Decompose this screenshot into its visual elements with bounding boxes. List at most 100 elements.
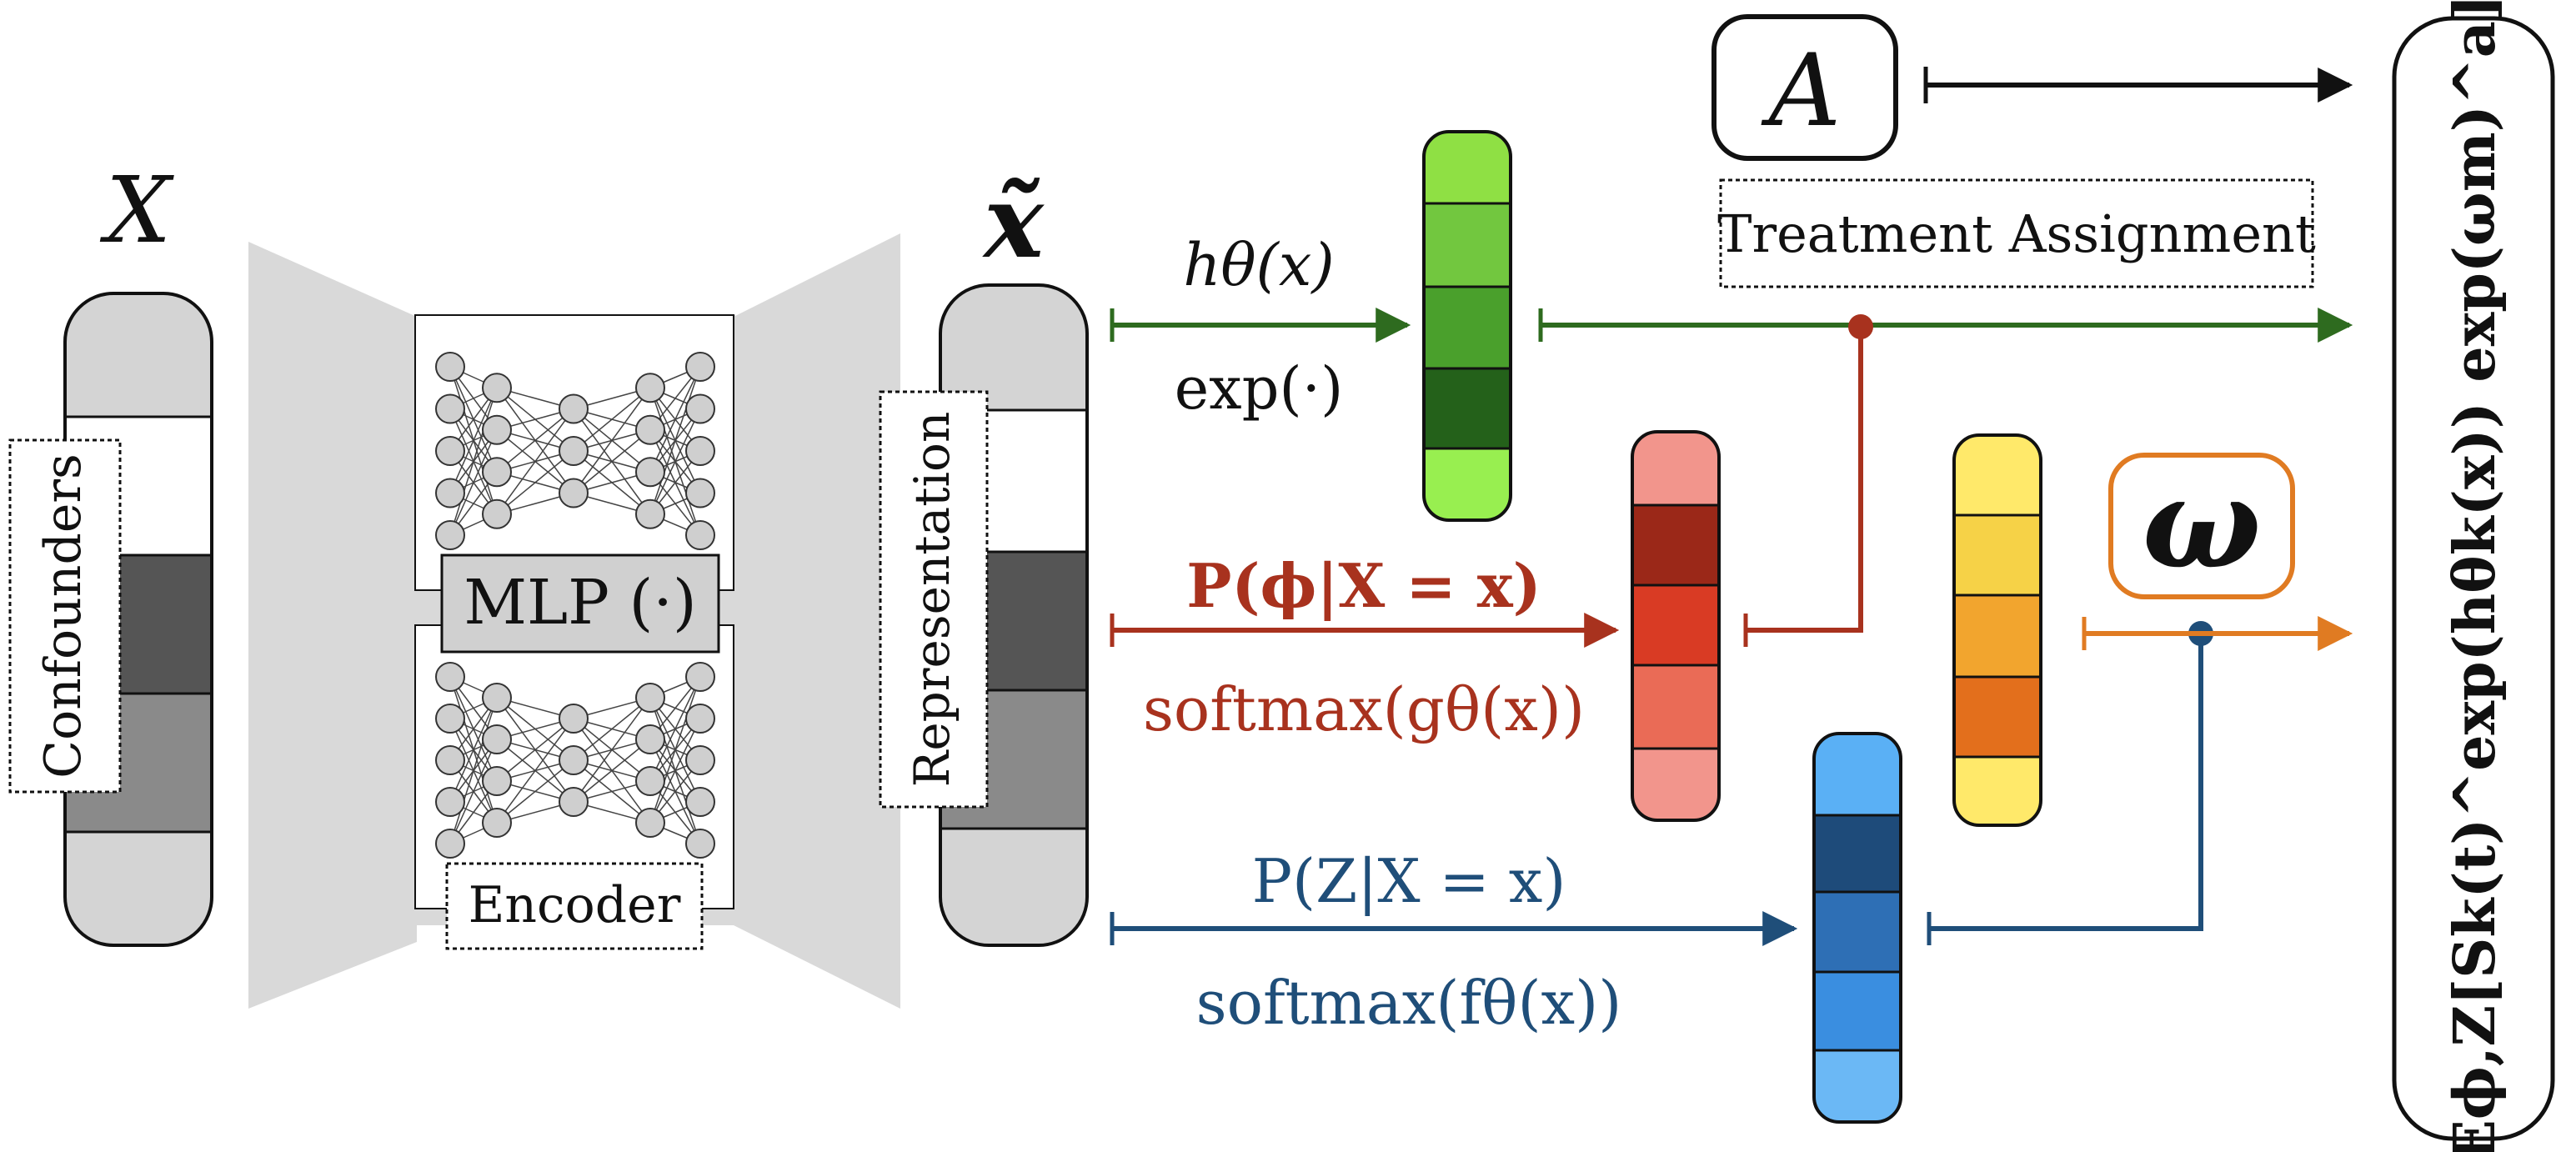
network-node [685,704,715,734]
network-node [435,829,465,859]
omega-symbol: ω [2142,450,2262,597]
network-node [482,808,512,838]
network-node [435,704,465,734]
network-edge [496,408,574,473]
network-node [482,414,512,445]
network-node [685,520,715,550]
output-expression: Eϕ,Z[Sk(t)^exp(hθk(x)) exp(ωm)^a] [2442,0,2508,1152]
network-edge [649,366,701,473]
encoder-label: Encoder [469,876,681,934]
network-edge [496,759,574,824]
confounders-label-box: Confounders [8,438,122,794]
phi-junction [1848,314,1873,339]
representation-symbol: x̃ [981,163,1045,281]
treatment-label: Treatment Assignment [1717,203,2316,264]
network-node [559,745,589,775]
phi-label-top: P(ϕ|X = x) [1186,550,1541,621]
network-node [482,724,512,754]
treatment-label-box: Treatment Assignment [1717,178,2316,288]
network-edge [573,387,651,493]
network-node [482,373,512,403]
network-edge [496,450,574,515]
network-node [635,498,665,529]
network-node [435,478,465,508]
mixture-vector [1952,433,2042,827]
network-edge [573,697,651,803]
phi-arrow-out [1746,327,1863,633]
network-edge [449,697,498,844]
network-edge [649,718,701,824]
network-node [482,683,512,713]
network-node [635,414,665,445]
network-edge [649,676,701,824]
network-node [435,520,465,550]
hazard-label-bottom: exp(·) [1175,354,1344,423]
network-edge [496,718,574,824]
network-node [435,393,465,424]
treatment-box: A [1711,14,1898,161]
network-node [635,457,665,488]
mlp-network-top [414,314,734,591]
network-edge [649,366,701,514]
mlp-network-bottom [414,624,734,909]
mlp-label: MLP (·) [464,567,697,639]
network-edge [573,387,651,452]
network-node [685,393,715,424]
representation-label-box: Representation [879,390,989,809]
network-edge [573,739,651,803]
mlp-label-box: MLP (·) [440,553,720,654]
input-symbol: X [99,157,174,263]
network-node [635,766,665,796]
network-node [559,478,589,508]
network-node [559,436,589,466]
network-edge [449,697,498,803]
confounders-label: Confounders [34,453,93,779]
z-arrow-out [1929,634,2203,931]
z-label-bottom: softmax(fθ(x)) [1196,968,1622,1038]
output-box: Eϕ,Z[Sk(t)^exp(hθk(x)) exp(ωm)^a] [2392,0,2555,1152]
representation-label: Representation [904,412,960,788]
network-node [685,352,715,382]
network-edge [649,408,701,515]
network-node [635,808,665,838]
network-node [685,745,715,775]
hazard-label-top: hθ(x) [1183,231,1334,299]
network-node [685,478,715,508]
network-node [685,436,715,466]
network-edge [649,676,701,782]
network-node [435,436,465,466]
network-node [435,787,465,817]
network-node [482,766,512,796]
network-node [685,662,715,692]
network-edge [573,429,651,494]
treatment-symbol: A [1761,33,1842,149]
network-node [482,457,512,488]
network-node [435,745,465,775]
phi-vector [1631,430,1721,822]
network-edge [449,429,498,536]
network-node [559,393,589,424]
phi-label-bottom: softmax(gθ(x)) [1143,674,1585,744]
network-edge [449,387,498,493]
network-node [685,829,715,859]
network-edge [449,739,498,844]
network-node [559,787,589,817]
network-edge [496,718,574,782]
network-node [435,662,465,692]
network-node [685,787,715,817]
network-node [559,704,589,734]
hazard-vector [1422,130,1512,522]
network-node [435,352,465,382]
network-edge [496,408,574,515]
network-node [635,683,665,713]
network-node [635,724,665,754]
z-vector [1812,732,1902,1124]
network-node [482,498,512,529]
encoder-label-box: Encoder [445,862,704,950]
network-node [635,373,665,403]
network-edge [449,388,498,536]
z-label-top: P(Z|X = x) [1252,846,1566,916]
network-edge [573,697,651,761]
omega-box: ω [2108,450,2295,599]
